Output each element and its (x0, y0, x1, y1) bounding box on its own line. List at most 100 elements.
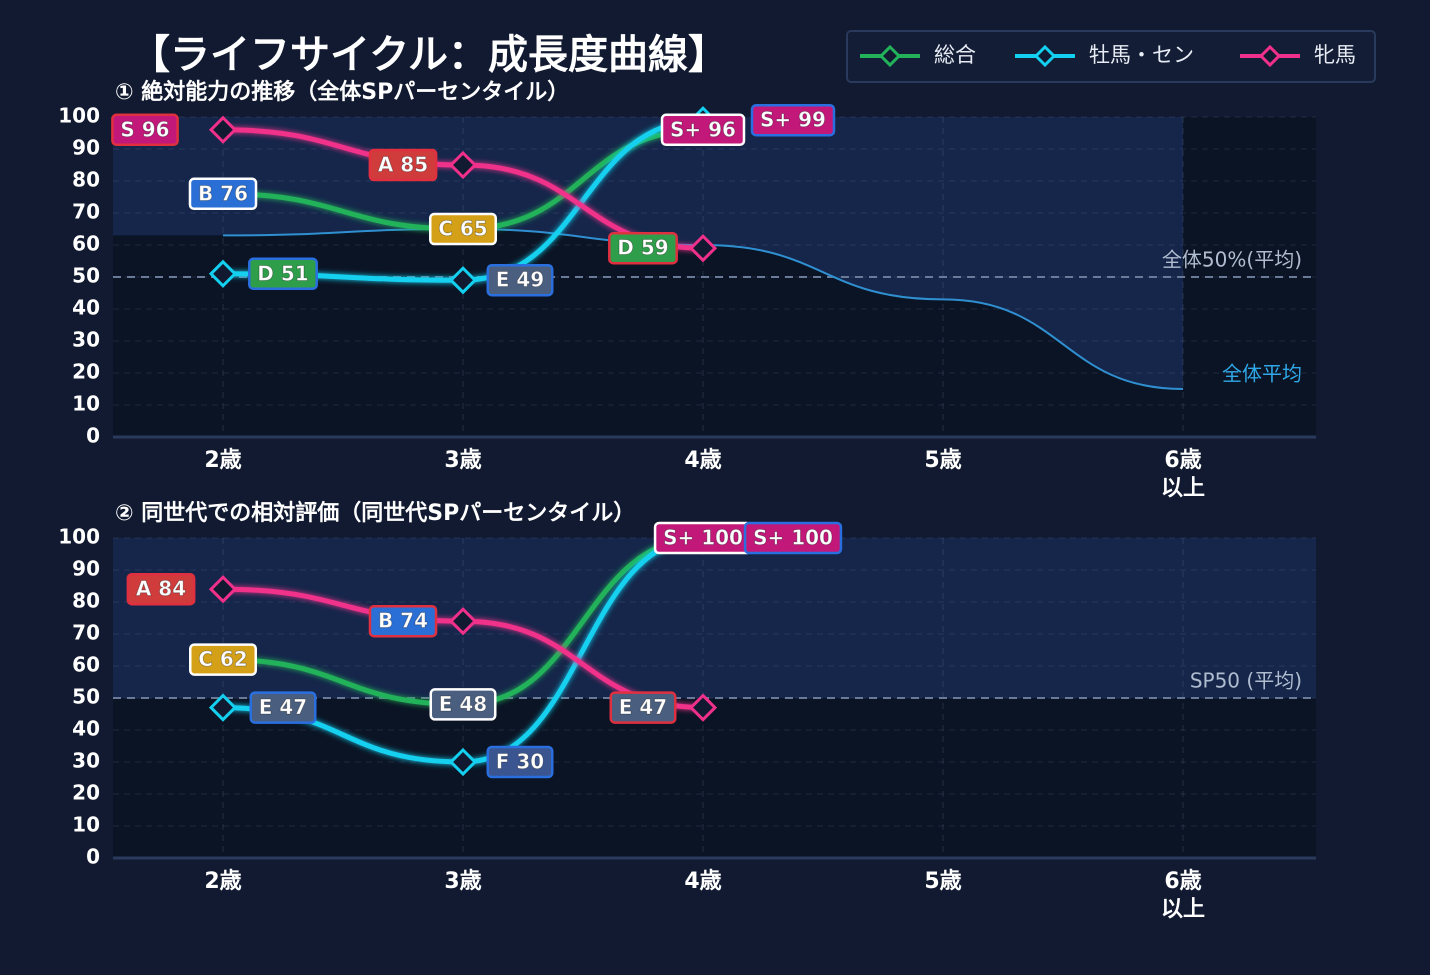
x-tick-label: 2歳 (204, 448, 242, 473)
average-region (223, 117, 1183, 389)
value-label-box (189, 643, 257, 676)
value-label: S+ 99 (750, 103, 836, 137)
average-label: 全体平均 (1222, 362, 1302, 386)
value-label: E 48 (429, 688, 497, 721)
value-label: A 85 (368, 148, 438, 182)
value-label: C 62 (189, 643, 257, 676)
value-label-text: E 47 (619, 695, 667, 719)
average-region (113, 538, 1316, 698)
x-tick-label: 6歳 以上 (1160, 448, 1205, 501)
subtitle: ① 絶対能力の推移（全体SPパーセンタイル） (115, 79, 569, 105)
marker (208, 693, 238, 722)
value-label-box (429, 688, 497, 721)
x-tick-label: 3歳 (444, 869, 482, 894)
marker (1258, 44, 1282, 68)
y-tick-label: 40 (72, 296, 100, 320)
value-label-text: A 84 (136, 577, 186, 601)
value-label-text: B 76 (198, 181, 248, 205)
legend-label: 牡馬・セン (1089, 43, 1194, 67)
value-label-text: B 74 (378, 609, 428, 633)
marker (448, 150, 478, 180)
marker (208, 575, 238, 604)
y-tick-label: 10 (72, 392, 100, 416)
value-label: S+ 96 (660, 113, 746, 147)
value-label-text: E 49 (496, 268, 544, 292)
x-tick-label: 6歳 以上 (1160, 869, 1205, 922)
value-label-box (608, 231, 678, 265)
x-tick-label: 3歳 (444, 448, 482, 473)
value-label: A 84 (126, 572, 196, 606)
marker (448, 747, 478, 777)
value-label: E 49 (486, 263, 554, 297)
x-tick-label: 4歳 (684, 869, 722, 894)
series-line (220, 535, 706, 765)
y-tick-label: 50 (72, 264, 100, 288)
y-tick-label: 60 (72, 232, 100, 256)
legend (846, 30, 1376, 83)
marker (448, 266, 478, 295)
y-tick-label: 0 (86, 845, 100, 869)
value-label-text: E 48 (439, 692, 487, 716)
value-label-text: S+ 100 (753, 526, 833, 550)
chart-title: 【ライフサイクル：成長度曲線】 (130, 32, 728, 78)
value-label-box (750, 103, 836, 137)
value-label: E 47 (249, 691, 317, 724)
subtitle: ② 同世代での相対評価（同世代SPパーセンタイル） (115, 500, 635, 526)
value-label-box (248, 257, 318, 291)
value-label-text: S+ 100 (663, 526, 743, 550)
y-tick-label: 30 (72, 328, 100, 352)
marker (688, 234, 718, 263)
value-label-text: D 51 (257, 261, 308, 285)
y-tick-label: 20 (72, 360, 100, 384)
y-tick-label: 60 (72, 653, 100, 677)
value-label: D 59 (608, 231, 678, 265)
y-tick-label: 50 (72, 685, 100, 709)
y-tick-label: 100 (58, 104, 100, 128)
x-tick-label: 2歳 (204, 869, 242, 894)
value-label: S+ 100 (743, 521, 843, 555)
value-label-box (368, 604, 438, 638)
value-label-box (486, 745, 554, 779)
marker (688, 693, 718, 722)
value-label-box (743, 521, 843, 555)
value-label: E 47 (609, 691, 677, 724)
value-label-text: E 47 (259, 695, 307, 719)
value-label-text: A 85 (378, 153, 428, 177)
y-tick-label: 30 (72, 749, 100, 773)
value-label-text: S 96 (120, 117, 169, 141)
y-tick-label: 40 (72, 717, 100, 741)
value-label: B 76 (188, 177, 258, 211)
reference-label: 全体50%(平均) (1162, 248, 1302, 272)
value-label: D 51 (248, 257, 318, 291)
x-tick-label: 5歳 (924, 869, 962, 894)
legend-label: 総合 (934, 43, 976, 67)
marker (878, 44, 902, 68)
value-label-box (111, 113, 179, 147)
y-tick-label: 80 (72, 168, 100, 192)
legend-label: 牝馬 (1314, 43, 1356, 67)
value-label: C 65 (429, 212, 497, 246)
value-label: S 96 (111, 113, 179, 147)
x-tick-label: 5歳 (924, 448, 962, 473)
x-tick-label: 4歳 (684, 448, 722, 473)
marker (208, 115, 238, 144)
value-label-text: C 65 (438, 217, 487, 241)
value-label: F 30 (486, 745, 554, 779)
value-label-text: C 62 (198, 647, 247, 671)
y-tick-label: 10 (72, 813, 100, 837)
marker (208, 259, 238, 288)
y-tick-label: 90 (72, 557, 100, 581)
value-label-box (486, 263, 554, 297)
y-tick-label: 80 (72, 589, 100, 613)
value-label: S+ 100 (653, 521, 753, 555)
value-label: B 74 (368, 604, 438, 638)
value-label-box (368, 148, 438, 182)
value-label-box (429, 212, 497, 246)
reference-label: SP50 (平均) (1190, 669, 1302, 693)
y-tick-label: 0 (86, 424, 100, 448)
value-label-box (660, 113, 746, 147)
value-label-box (188, 177, 258, 211)
marker (1033, 44, 1057, 68)
